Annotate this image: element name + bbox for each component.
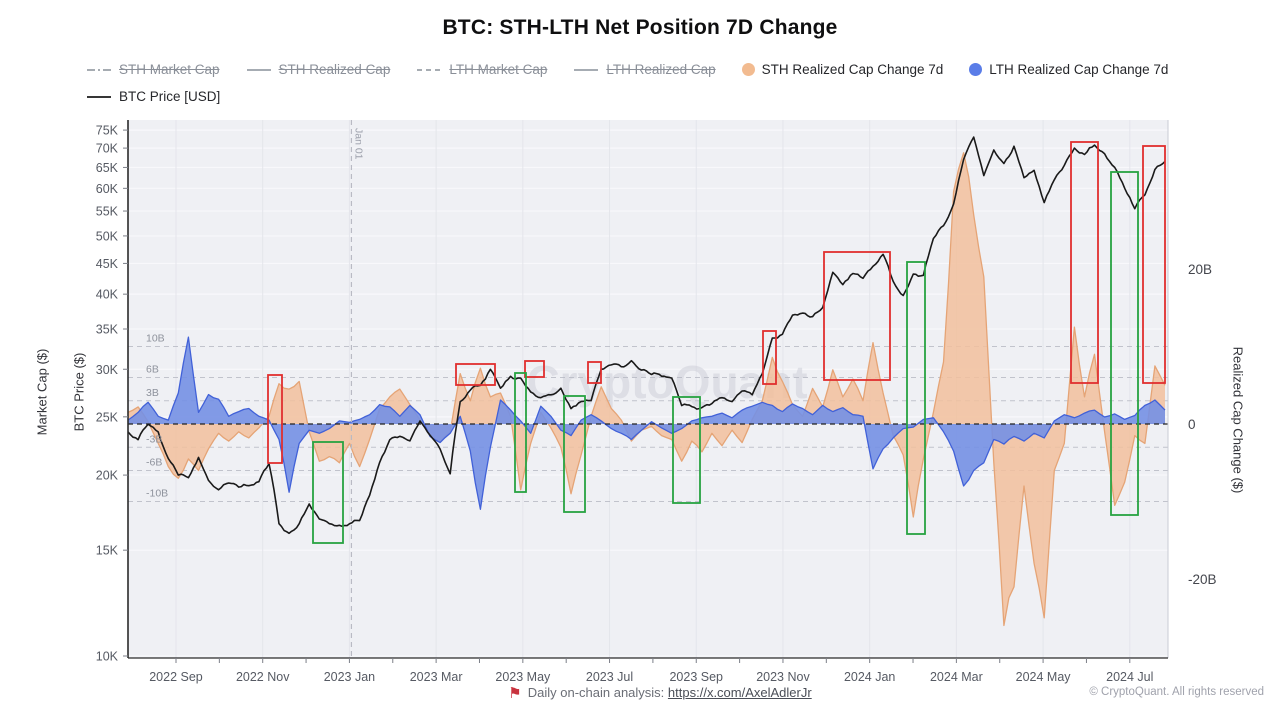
legend-dot-icon	[741, 63, 755, 76]
footer-text: Daily on-chain analysis:	[527, 685, 668, 700]
red-annotation-box	[1142, 145, 1166, 384]
price-tick-label: 55K	[96, 205, 119, 219]
legend-item-disabled-3[interactable]: LTH Realized Cap	[573, 62, 716, 77]
copyright: © CryptoQuant. All rights reserved	[1089, 686, 1264, 698]
green-annotation-box	[312, 441, 344, 544]
green-annotation-box	[563, 395, 586, 513]
price-tick-label: 75K	[96, 124, 119, 138]
green-annotation-box	[514, 372, 527, 493]
x-tick-label: 2023 Jan	[324, 670, 375, 684]
red-annotation-box	[823, 251, 891, 381]
inner-b-label: -10B	[146, 488, 168, 500]
legend-row-1: STH Market Cap STH Realized Cap LTH Market…	[86, 62, 1168, 77]
inner-b-label: -3B	[146, 433, 162, 445]
legend-dot-icon	[969, 63, 983, 76]
legend-row-2: BTC Price [USD]	[86, 89, 220, 104]
legend-line-glyph	[246, 68, 271, 71]
lth-edge	[127, 336, 1166, 510]
right-tick-label: 0	[1188, 417, 1196, 432]
legend-label: LTH Market Cap	[449, 62, 548, 77]
red-annotation-box	[455, 363, 496, 386]
legend-line-glyph	[87, 95, 111, 98]
x-tick-label: 2024 Mar	[930, 670, 983, 684]
inner-b-label: -6B	[146, 457, 162, 469]
legend-line-glyph	[417, 68, 442, 71]
right-tick-label: 20B	[1188, 262, 1212, 277]
red-annotation-box	[1070, 141, 1099, 384]
x-tick-label: 2023 Jul	[586, 670, 633, 684]
legend-label: STH Realized Cap	[278, 62, 391, 77]
price-tick-label: 50K	[96, 229, 119, 243]
legend-line-glyph	[87, 68, 111, 71]
x-tick-label: 2022 Nov	[236, 670, 290, 684]
green-annotation-box	[1110, 171, 1139, 516]
flag-icon: ⚑	[508, 685, 522, 702]
price-tick-label: 60K	[96, 182, 119, 196]
price-tick-label: 35K	[96, 323, 119, 337]
legend-label: LTH Realized Cap Change 7d	[989, 62, 1169, 77]
x-tick-label: 2024 Jul	[1106, 670, 1153, 684]
price-tick-label: 70K	[96, 142, 119, 156]
x-tick-label: 2023 Nov	[756, 670, 810, 684]
btc-price-line	[127, 136, 1166, 535]
chart-title: BTC: STH-LTH Net Position 7D Change	[442, 16, 838, 39]
legend-line-glyph	[574, 68, 599, 71]
x-tick-label: 2022 Sep	[149, 670, 203, 684]
legend-label: LTH Realized Cap	[606, 62, 716, 77]
red-annotation-box	[267, 374, 283, 464]
footer-link[interactable]: https://x.com/AxelAdlerJr	[667, 685, 812, 700]
legend-label: BTC Price [USD]	[119, 89, 221, 104]
red-annotation-box	[587, 361, 602, 384]
legend-item-disabled-2[interactable]: LTH Market Cap	[416, 62, 547, 77]
price-tick-label: 10K	[96, 650, 119, 664]
x-tick-label: 2024 Jan	[844, 670, 895, 684]
legend-label: STH Market Cap	[119, 62, 220, 77]
x-tick-label: 2023 May	[495, 670, 551, 684]
red-annotation-box	[524, 360, 545, 378]
red-annotation-box	[762, 330, 777, 385]
price-tick-label: 65K	[96, 161, 119, 175]
axis-title-market-cap: Market Cap ($)	[34, 348, 50, 436]
inner-b-label: 3B	[146, 387, 159, 399]
x-tick-label: 2023 Mar	[410, 670, 463, 684]
legend-item-btc-price[interactable]: BTC Price [USD]	[86, 89, 220, 104]
legend-item-series-1[interactable]: LTH Realized Cap Change 7d	[969, 62, 1168, 77]
price-tick-label: 15K	[96, 544, 119, 558]
green-annotation-box	[672, 396, 701, 504]
legend-item-series-0[interactable]: STH Realized Cap Change 7d	[741, 62, 944, 77]
legend-label: STH Realized Cap Change 7d	[761, 62, 944, 77]
inner-b-label: 10B	[146, 333, 165, 345]
price-tick-label: 30K	[96, 363, 119, 377]
price-tick-label: 25K	[96, 410, 119, 424]
jan01-label: Jan 01	[352, 128, 364, 160]
watermark: CryptoQuant	[526, 356, 807, 408]
sth-area	[128, 152, 1165, 626]
footer-analysis: ⚑ Daily on-chain analysis: https://x.com/…	[0, 684, 1280, 702]
price-tick-label: 40K	[96, 288, 119, 302]
inner-b-label: 6B	[146, 364, 159, 376]
green-annotation-box	[906, 261, 926, 535]
right-tick-label: -20B	[1188, 572, 1217, 587]
legend-item-disabled-0[interactable]: STH Market Cap	[86, 62, 220, 77]
footer: ⚑ Daily on-chain analysis: https://x.com/…	[0, 684, 1280, 708]
price-tick-label: 45K	[96, 257, 119, 271]
x-tick-label: 2024 May	[1016, 670, 1072, 684]
axis-title-btc-price: BTC Price ($)	[71, 352, 87, 432]
axis-title-realized-cap-change: Realized Cap Change ($)	[1230, 346, 1246, 494]
legend-item-disabled-1[interactable]: STH Realized Cap	[246, 62, 391, 77]
x-tick-label: 2023 Sep	[669, 670, 723, 684]
price-tick-label: 20K	[96, 469, 119, 483]
